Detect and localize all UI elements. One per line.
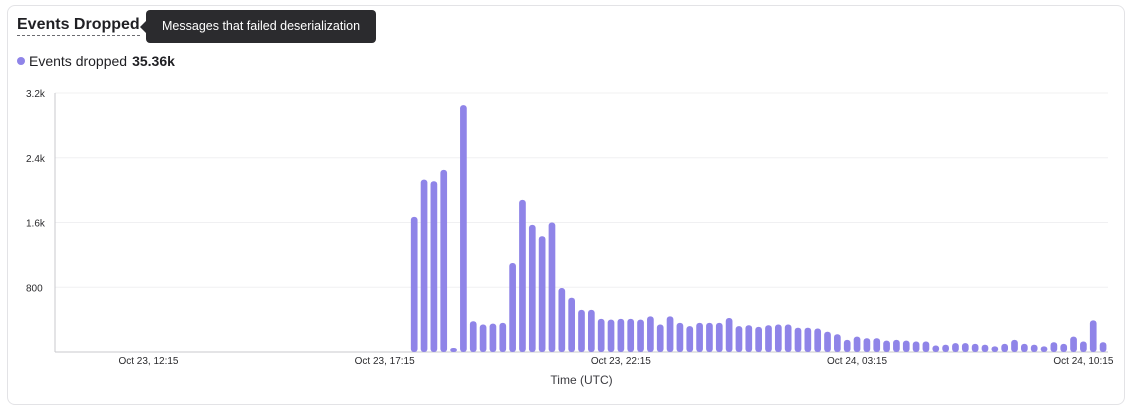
bar[interactable] — [420, 179, 428, 352]
bar[interactable] — [942, 344, 949, 352]
bar[interactable] — [499, 322, 507, 352]
chart-legend[interactable]: Events dropped 35.36k — [17, 53, 175, 69]
y-tick-label: 3.2k — [26, 89, 46, 100]
bar[interactable] — [755, 326, 762, 352]
bar[interactable] — [814, 328, 822, 352]
bar[interactable] — [696, 322, 703, 352]
legend-swatch-icon — [17, 57, 25, 65]
y-tick-label: 800 — [26, 283, 43, 294]
bar[interactable] — [932, 345, 940, 352]
bar[interactable] — [843, 339, 851, 352]
legend-total: 35.36k — [132, 53, 175, 69]
bar[interactable] — [588, 309, 595, 352]
bar[interactable] — [725, 318, 733, 352]
bar[interactable] — [952, 343, 959, 352]
bar[interactable] — [469, 321, 477, 352]
bar[interactable] — [607, 319, 615, 353]
tooltip-text: Messages that failed deserialization — [162, 19, 361, 33]
bar[interactable] — [597, 318, 605, 352]
bar[interactable] — [538, 236, 546, 352]
bar[interactable] — [981, 344, 989, 352]
bar[interactable] — [883, 340, 890, 352]
bar[interactable] — [912, 341, 920, 352]
bar[interactable] — [1040, 346, 1048, 352]
bar[interactable] — [1030, 344, 1038, 352]
title-tooltip: Messages that failed deserialization — [140, 10, 377, 43]
bar[interactable] — [1089, 320, 1097, 352]
bar[interactable] — [509, 262, 516, 352]
bar[interactable] — [1001, 343, 1009, 352]
bar[interactable] — [637, 319, 644, 353]
bar[interactable] — [735, 326, 743, 352]
bar[interactable] — [519, 199, 526, 352]
grid-lines — [55, 92, 1108, 288]
bar[interactable] — [745, 325, 753, 352]
bar[interactable] — [558, 288, 566, 352]
bar[interactable] — [656, 324, 664, 352]
bar[interactable] — [765, 325, 772, 352]
bars-group — [410, 105, 1107, 353]
x-tick-label: Oct 24, 10:15 — [1053, 356, 1113, 367]
bar[interactable] — [1099, 342, 1107, 352]
bar[interactable] — [460, 105, 467, 352]
bar[interactable] — [430, 181, 438, 352]
bar[interactable] — [617, 318, 625, 352]
bar[interactable] — [1021, 343, 1028, 352]
bar[interactable] — [902, 340, 910, 352]
y-tick-label: 2.4k — [26, 154, 46, 165]
x-axis-title: Time (UTC) — [550, 373, 612, 387]
bar[interactable] — [627, 318, 635, 352]
x-tick-label: Oct 24, 03:15 — [827, 356, 887, 367]
bar[interactable] — [922, 341, 930, 352]
bar[interactable] — [686, 326, 694, 352]
tooltip-arrow — [140, 21, 146, 33]
bar[interactable] — [863, 338, 871, 352]
bar[interactable] — [853, 336, 861, 352]
bar[interactable] — [528, 224, 536, 352]
bar[interactable] — [1080, 341, 1087, 352]
bar[interactable] — [893, 339, 900, 352]
bar[interactable] — [548, 222, 556, 353]
bar[interactable] — [450, 347, 457, 352]
bar[interactable] — [440, 169, 448, 352]
y-axis-ticks: 3.2k 2.4k 1.6k 800 — [26, 89, 46, 294]
bar[interactable] — [647, 316, 654, 352]
x-tick-label: Oct 23, 12:15 — [118, 356, 178, 367]
bar[interactable] — [804, 327, 812, 352]
bar[interactable] — [873, 338, 881, 352]
bar[interactable] — [1060, 343, 1068, 352]
bar[interactable] — [784, 324, 792, 352]
legend-label: Events dropped — [29, 53, 128, 69]
bar[interactable] — [991, 346, 999, 352]
bar[interactable] — [479, 324, 487, 352]
bar[interactable] — [489, 323, 497, 352]
bar[interactable] — [794, 327, 802, 352]
bar[interactable] — [1070, 336, 1077, 352]
chart-title[interactable]: Events Dropped — [17, 16, 140, 36]
x-axis-ticks: Oct 23, 12:15 Oct 23, 17:15 Oct 23, 22:15 O… — [118, 356, 1113, 367]
bar[interactable] — [666, 316, 674, 352]
bar[interactable] — [961, 343, 969, 352]
x-tick-label: Oct 23, 22:15 — [591, 356, 651, 367]
bar[interactable] — [410, 216, 418, 352]
bar[interactable] — [774, 324, 782, 352]
bar[interactable] — [715, 322, 723, 352]
bar[interactable] — [834, 334, 841, 352]
y-tick-label: 1.6k — [26, 219, 46, 230]
bar[interactable] — [1011, 339, 1018, 352]
bar[interactable] — [578, 309, 585, 352]
bar[interactable] — [676, 322, 684, 352]
bar[interactable] — [568, 297, 575, 352]
chart-card — [7, 5, 1125, 405]
x-tick-label: Oct 23, 17:15 — [355, 356, 415, 367]
bar[interactable] — [971, 343, 979, 352]
bar[interactable] — [824, 331, 831, 352]
bar[interactable] — [1050, 342, 1058, 352]
bar[interactable] — [706, 322, 713, 352]
